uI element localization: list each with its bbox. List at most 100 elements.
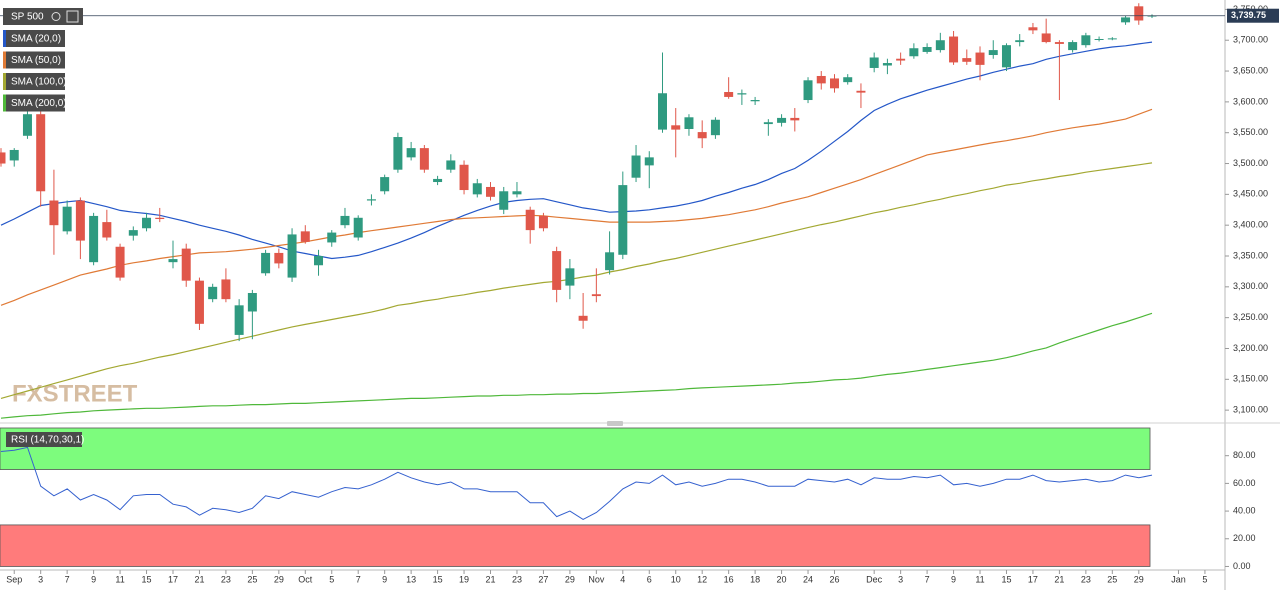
- rsi-label-box[interactable]: [6, 432, 82, 447]
- candle-body: [949, 36, 959, 63]
- candle-body: [1028, 27, 1038, 31]
- x-tick-label: 19: [459, 574, 469, 584]
- candle-body: [142, 217, 152, 229]
- rsi-zone: [0, 524, 1151, 567]
- x-tick-label: 25: [1107, 574, 1117, 584]
- x-tick-label: 15: [1001, 574, 1011, 584]
- pane-handle[interactable]: [607, 421, 623, 426]
- candle-body: [856, 90, 866, 93]
- x-tick-label: 29: [565, 574, 575, 584]
- candle-body: [605, 252, 615, 271]
- x-tick-label: 3: [898, 574, 903, 584]
- candle-body: [446, 160, 456, 170]
- x-tick-label: 21: [1054, 574, 1064, 584]
- candle-body: [472, 183, 482, 195]
- last-price-box: [1227, 8, 1279, 23]
- candle-body: [922, 47, 932, 52]
- candle-body: [208, 286, 218, 300]
- watermark: FXSTREET: [12, 380, 138, 407]
- y-tick-label: 60.00: [1233, 478, 1256, 488]
- candle-body: [75, 200, 85, 241]
- candle-body: [128, 230, 138, 236]
- candle-body: [816, 75, 826, 84]
- x-tick-label: Jan: [1171, 574, 1186, 584]
- legend-swatch: [3, 94, 6, 112]
- candle-body: [300, 231, 310, 242]
- candle-body: [896, 58, 906, 61]
- candle-body: [234, 305, 244, 335]
- y-tick-label: 40.00: [1233, 505, 1256, 515]
- candle-body: [591, 294, 601, 297]
- candle-body: [247, 292, 257, 312]
- candle-body: [710, 119, 720, 136]
- x-tick-label: 3: [38, 574, 43, 584]
- y-tick-label: 3,150.00: [1233, 374, 1268, 384]
- candle-body: [684, 117, 694, 130]
- settings-icon[interactable]: [66, 10, 79, 23]
- refresh-icon[interactable]: [51, 12, 61, 21]
- x-tick-label: 27: [538, 574, 548, 584]
- candle-body: [380, 177, 390, 192]
- x-tick-label: 7: [65, 574, 70, 584]
- moving-average-line: [0, 41, 1153, 260]
- legend: SP 500 SMA (20,0) SMA (50,0) SMA (100,0) SM…: [3, 8, 83, 112]
- y-tick-label: 80.00: [1233, 450, 1256, 460]
- candle-body: [671, 125, 681, 130]
- candle-body: [49, 200, 59, 226]
- candle-body: [274, 252, 284, 264]
- y-tick-label: 3,650.00: [1233, 65, 1268, 75]
- candle-body: [697, 132, 707, 139]
- candle-body: [1068, 42, 1078, 51]
- x-tick-label: Nov: [588, 574, 605, 584]
- moving-average-line: [0, 108, 1153, 306]
- x-tick-label: 11: [115, 574, 124, 584]
- candle-body: [194, 280, 204, 324]
- y-tick-label: 3,250.00: [1233, 312, 1268, 322]
- legend-box: [3, 94, 65, 112]
- y-tick-label: 20.00: [1233, 533, 1256, 543]
- x-tick-label: 29: [274, 574, 284, 584]
- rsi-legend: RSI (14,70,30,1): [6, 432, 84, 447]
- candle-body: [36, 114, 46, 192]
- legend-swatch: [3, 51, 6, 69]
- candle-body: [829, 78, 839, 89]
- candle-body: [1041, 33, 1051, 43]
- x-tick-label: 15: [142, 574, 152, 584]
- candle-body: [538, 215, 548, 229]
- candle-body: [512, 191, 522, 195]
- rsi-label: RSI (14,70,30,1): [11, 435, 84, 446]
- x-tick-label: 29: [1134, 574, 1144, 584]
- candle-body: [962, 58, 972, 62]
- y-tick-label: 3,550.00: [1233, 127, 1268, 137]
- candle-body: [882, 63, 892, 66]
- candle-body: [221, 279, 231, 300]
- candle-body: [433, 178, 443, 183]
- candle-body: [618, 185, 628, 255]
- y-tick-label: 0.00: [1233, 561, 1251, 571]
- candle-body: [975, 52, 985, 65]
- y-tick-label: 3,100.00: [1233, 405, 1268, 415]
- x-tick-label: Sep: [6, 574, 22, 584]
- candle-body: [419, 148, 429, 170]
- candle-body: [9, 149, 19, 161]
- candle-body: [115, 246, 125, 278]
- x-tick-label: 7: [356, 574, 361, 584]
- candle-body: [181, 248, 191, 281]
- legend-swatch: [3, 30, 6, 47]
- candle-body: [763, 122, 773, 125]
- candle-body: [168, 259, 178, 263]
- x-tick-label: 6: [647, 574, 652, 584]
- candle-body: [1094, 38, 1104, 40]
- y-tick-label: 3,700.00: [1233, 35, 1268, 45]
- x-tick-label: 20: [777, 574, 787, 584]
- candle-body: [1121, 17, 1131, 23]
- x-tick-label: 5: [329, 574, 334, 584]
- x-tick-label: 13: [406, 574, 416, 584]
- legend-label: SMA (50,0): [11, 55, 61, 66]
- last-price-label: 3,739.75: [1231, 10, 1266, 20]
- candle-body: [1001, 45, 1011, 68]
- x-tick-label: Dec: [866, 574, 883, 584]
- symbol-box[interactable]: [3, 8, 83, 25]
- x-tick-label: 23: [512, 574, 522, 584]
